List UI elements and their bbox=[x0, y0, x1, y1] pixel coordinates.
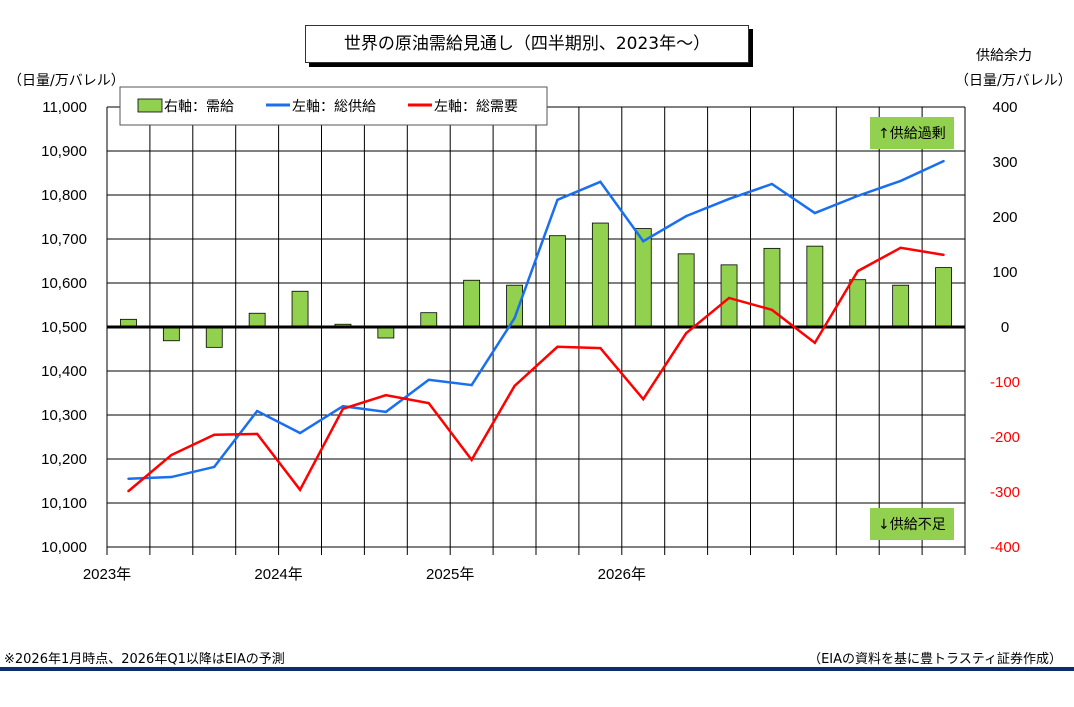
right-tick-label: 100 bbox=[992, 264, 1017, 281]
supply-point bbox=[513, 317, 516, 320]
supply-point bbox=[770, 182, 774, 186]
bar-balance bbox=[634, 228, 652, 328]
supply-point bbox=[255, 409, 259, 413]
x-tick-label: 2023年 bbox=[83, 566, 131, 583]
bar-balance bbox=[248, 312, 266, 328]
bar-balance bbox=[677, 253, 695, 328]
chart-svg: 10,000 10,100 10,200 10,300 10,400 10,500 10,6… bbox=[41, 86, 1020, 583]
right-tick-label: 300 bbox=[992, 154, 1017, 171]
demand-point bbox=[341, 407, 345, 411]
bar-balance bbox=[377, 326, 395, 339]
right-tick-label: -100 bbox=[990, 374, 1020, 391]
supply-point bbox=[384, 410, 388, 414]
demand-point bbox=[513, 384, 516, 388]
supply-point bbox=[170, 475, 173, 479]
line-total-demand bbox=[127, 246, 944, 493]
supply-point bbox=[856, 194, 859, 198]
demand-point bbox=[599, 346, 602, 350]
left-tick-label: 10,300 bbox=[41, 407, 87, 424]
right-tick-label: 400 bbox=[992, 99, 1017, 116]
undersupply-label: ↓供給不足 bbox=[870, 508, 954, 540]
supply-point bbox=[727, 197, 731, 201]
left-tick-label: 11,000 bbox=[42, 99, 87, 116]
left-tick-label: 10,200 bbox=[41, 451, 87, 468]
left-tick-label: 10,900 bbox=[41, 143, 87, 160]
left-axis-label: （日量/万バレル） bbox=[8, 73, 125, 89]
bar-balance bbox=[892, 284, 910, 328]
chart-title: 世界の原油需給見通し（四半期別、2023年～） bbox=[305, 25, 749, 63]
left-tick-label: 10,700 bbox=[41, 231, 87, 248]
bar-balance bbox=[591, 222, 609, 328]
supply-point bbox=[427, 378, 430, 381]
bar-balance bbox=[935, 267, 952, 328]
bar-balance bbox=[291, 290, 309, 328]
demand-point bbox=[642, 397, 645, 401]
supply-point bbox=[341, 405, 345, 408]
legend-label-supply: 左軸：総供給 bbox=[292, 99, 376, 115]
demand-point bbox=[470, 458, 473, 462]
demand-point bbox=[856, 269, 859, 273]
left-tick-label: 10,600 bbox=[41, 275, 87, 292]
right-tick-label: -300 bbox=[990, 484, 1020, 501]
supply-point bbox=[642, 240, 645, 243]
legend-swatch-balance bbox=[137, 98, 163, 113]
demand-point bbox=[213, 433, 216, 436]
supply-point bbox=[899, 179, 902, 183]
left-tick-label: 10,500 bbox=[41, 319, 87, 336]
demand-point bbox=[556, 345, 559, 348]
bar-balance bbox=[463, 279, 481, 328]
legend-box bbox=[119, 86, 548, 126]
demand-point bbox=[770, 308, 774, 312]
bar-balance bbox=[549, 235, 566, 328]
footer-rule bbox=[0, 667, 1074, 671]
footnote: ※2026年1月時点、2026年Q1以降はEIAの予測 bbox=[4, 652, 285, 667]
demand-point bbox=[899, 246, 902, 249]
bar-balance bbox=[420, 312, 438, 328]
legend-label-demand: 左軸：総需要 bbox=[434, 99, 518, 115]
supply-point bbox=[684, 214, 688, 218]
demand-point bbox=[384, 394, 388, 397]
left-tick-label: 10,000 bbox=[41, 539, 87, 556]
left-tick-label: 10,100 bbox=[41, 495, 87, 512]
right-axis-label: （日量/万バレル） bbox=[955, 73, 1072, 89]
bar-balance bbox=[162, 326, 180, 342]
bar-balance bbox=[205, 326, 223, 348]
demand-point bbox=[127, 489, 130, 493]
x-tick-label: 2026年 bbox=[598, 566, 646, 583]
demand-point bbox=[170, 453, 173, 457]
demand-point bbox=[813, 341, 817, 345]
right-tick-label: -200 bbox=[990, 429, 1020, 446]
supply-point bbox=[942, 159, 945, 163]
oversupply-label: ↑供給過剰 bbox=[870, 117, 954, 149]
right-tick-label: 200 bbox=[992, 209, 1017, 226]
x-tick-label: 2025年 bbox=[426, 566, 474, 583]
left-tick-label: 10,400 bbox=[41, 363, 87, 380]
right-axis-title: 供給余力 bbox=[976, 48, 1032, 64]
bar-balance bbox=[806, 245, 824, 328]
demand-point bbox=[427, 401, 430, 405]
demand-point bbox=[255, 432, 259, 436]
supply-point bbox=[127, 477, 130, 480]
supply-point bbox=[298, 431, 302, 435]
demand-point bbox=[942, 253, 945, 257]
legend-label-balance: 右軸：需給 bbox=[164, 99, 234, 115]
right-tick-label: 0 bbox=[1001, 319, 1009, 336]
demand-point bbox=[727, 296, 731, 300]
source-note: （EIAの資料を基に豊トラスティ証券作成） bbox=[808, 652, 1062, 667]
left-tick-label: 10,800 bbox=[41, 187, 87, 204]
x-tick-label: 2024年 bbox=[254, 566, 302, 583]
supply-point bbox=[556, 198, 559, 202]
demand-point bbox=[684, 331, 688, 335]
line-total-supply bbox=[128, 159, 945, 481]
bar-balance bbox=[720, 264, 738, 328]
supply-point bbox=[213, 465, 216, 469]
right-tick-label: -400 bbox=[990, 539, 1020, 556]
demand-point bbox=[298, 488, 302, 491]
bar-balance bbox=[849, 279, 867, 328]
supply-point bbox=[599, 180, 602, 183]
supply-point bbox=[813, 211, 817, 215]
supply-point bbox=[470, 383, 473, 387]
